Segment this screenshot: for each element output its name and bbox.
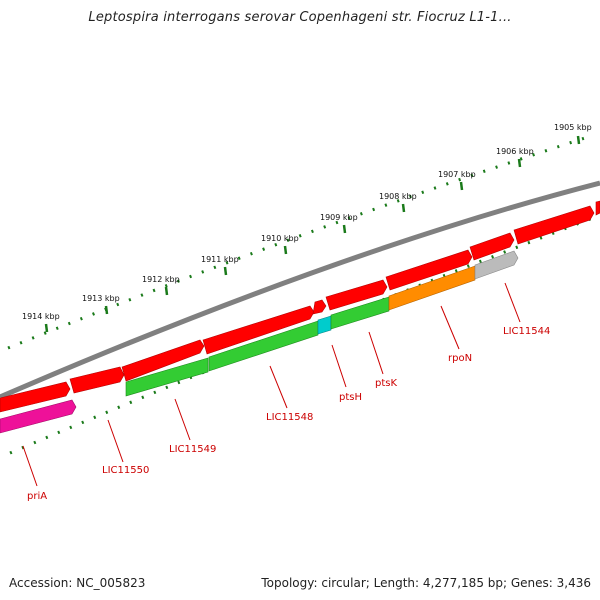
accession-text: Accession: NC_005823: [9, 576, 146, 590]
gene-label-ptsK[interactable]: ptsK: [375, 378, 397, 389]
gene-feature-ptsK[interactable]: [330, 296, 390, 330]
gene-label-rpoN[interactable]: rpoN: [448, 353, 472, 364]
kbp-label-group: 1905 kbp 1906 kbp 1907 kbp 1908 kbp 1909…: [22, 123, 592, 321]
genome-summary-text: Topology: circular; Length: 4,277,185 bp…: [261, 576, 591, 590]
cds-feature[interactable]: [469, 232, 515, 261]
kbp-label-1913: 1913 kbp: [82, 294, 120, 303]
major-tick: [223, 266, 228, 276]
cds-feature[interactable]: [69, 366, 125, 394]
kbp-label-1914: 1914 kbp: [22, 312, 60, 321]
gene-feature-LIC11548[interactable]: [208, 320, 319, 372]
major-tick: [283, 245, 288, 255]
gene-label-group: LIC11544 rpoN ptsK ptsH LIC11548 LIC1154…: [27, 326, 550, 502]
cds-feature[interactable]: [325, 279, 388, 311]
cds-feature[interactable]: [312, 299, 327, 315]
genome-backbone: [0, 180, 600, 400]
leader-line-LIC11548: [269, 365, 288, 409]
cds-feature[interactable]: [121, 339, 205, 382]
kbp-label-1909: 1909 kbp: [320, 213, 358, 222]
gene-track: [0, 250, 519, 434]
kbp-label-1907: 1907 kbp: [438, 170, 476, 179]
map-title: Leptospira interrogans serovar Copenhage…: [88, 10, 512, 25]
leader-line-rpoN: [440, 305, 460, 350]
cds-feature[interactable]: [385, 249, 473, 291]
major-tick-group: [44, 135, 581, 333]
gene-label-LIC11548[interactable]: LIC11548: [266, 412, 313, 423]
kbp-label-1908: 1908 kbp: [379, 192, 417, 201]
leader-line-LIC11550: [107, 419, 124, 463]
leader-line-LIC11544: [504, 282, 521, 323]
gene-label-ptsH[interactable]: ptsH: [339, 392, 362, 403]
kbp-label-1910: 1910 kbp: [261, 234, 299, 243]
kbp-label-1905: 1905 kbp: [554, 123, 592, 132]
cds-feature[interactable]: [0, 381, 71, 413]
gene-feature-rpoN[interactable]: [388, 265, 476, 311]
gene-feature-LIC11549[interactable]: [125, 357, 209, 397]
major-tick: [104, 305, 109, 315]
major-tick: [459, 181, 464, 191]
kbp-label-1911: 1911 kbp: [201, 255, 239, 264]
gene-label-LIC11550[interactable]: LIC11550: [102, 465, 149, 476]
kbp-label-1912: 1912 kbp: [142, 275, 180, 284]
gene-label-LIC11544[interactable]: LIC11544: [503, 326, 550, 337]
cds-feature[interactable]: [202, 305, 315, 355]
leader-line-LIC11549: [174, 398, 191, 441]
kbp-label-1906: 1906 kbp: [496, 147, 534, 156]
major-tick: [517, 158, 522, 168]
major-tick: [164, 286, 169, 296]
gene-feature-LIC11544[interactable]: [474, 250, 519, 280]
gene-label-priA[interactable]: priA: [27, 491, 47, 502]
gene-feature-priA[interactable]: [0, 399, 77, 434]
major-tick: [44, 323, 49, 333]
leader-lines: [22, 282, 521, 487]
cds-feature[interactable]: [513, 205, 595, 245]
major-tick: [576, 135, 581, 145]
cds-track: [0, 200, 600, 413]
leader-line-ptsH: [331, 344, 347, 388]
leader-line-priA: [22, 445, 38, 487]
cds-feature[interactable]: [595, 200, 600, 216]
gene-label-LIC11549[interactable]: LIC11549: [169, 444, 216, 455]
major-tick: [401, 203, 406, 213]
major-tick: [342, 224, 347, 234]
gene-feature-ptsH[interactable]: [317, 315, 332, 335]
leader-line-ptsK: [368, 331, 384, 375]
